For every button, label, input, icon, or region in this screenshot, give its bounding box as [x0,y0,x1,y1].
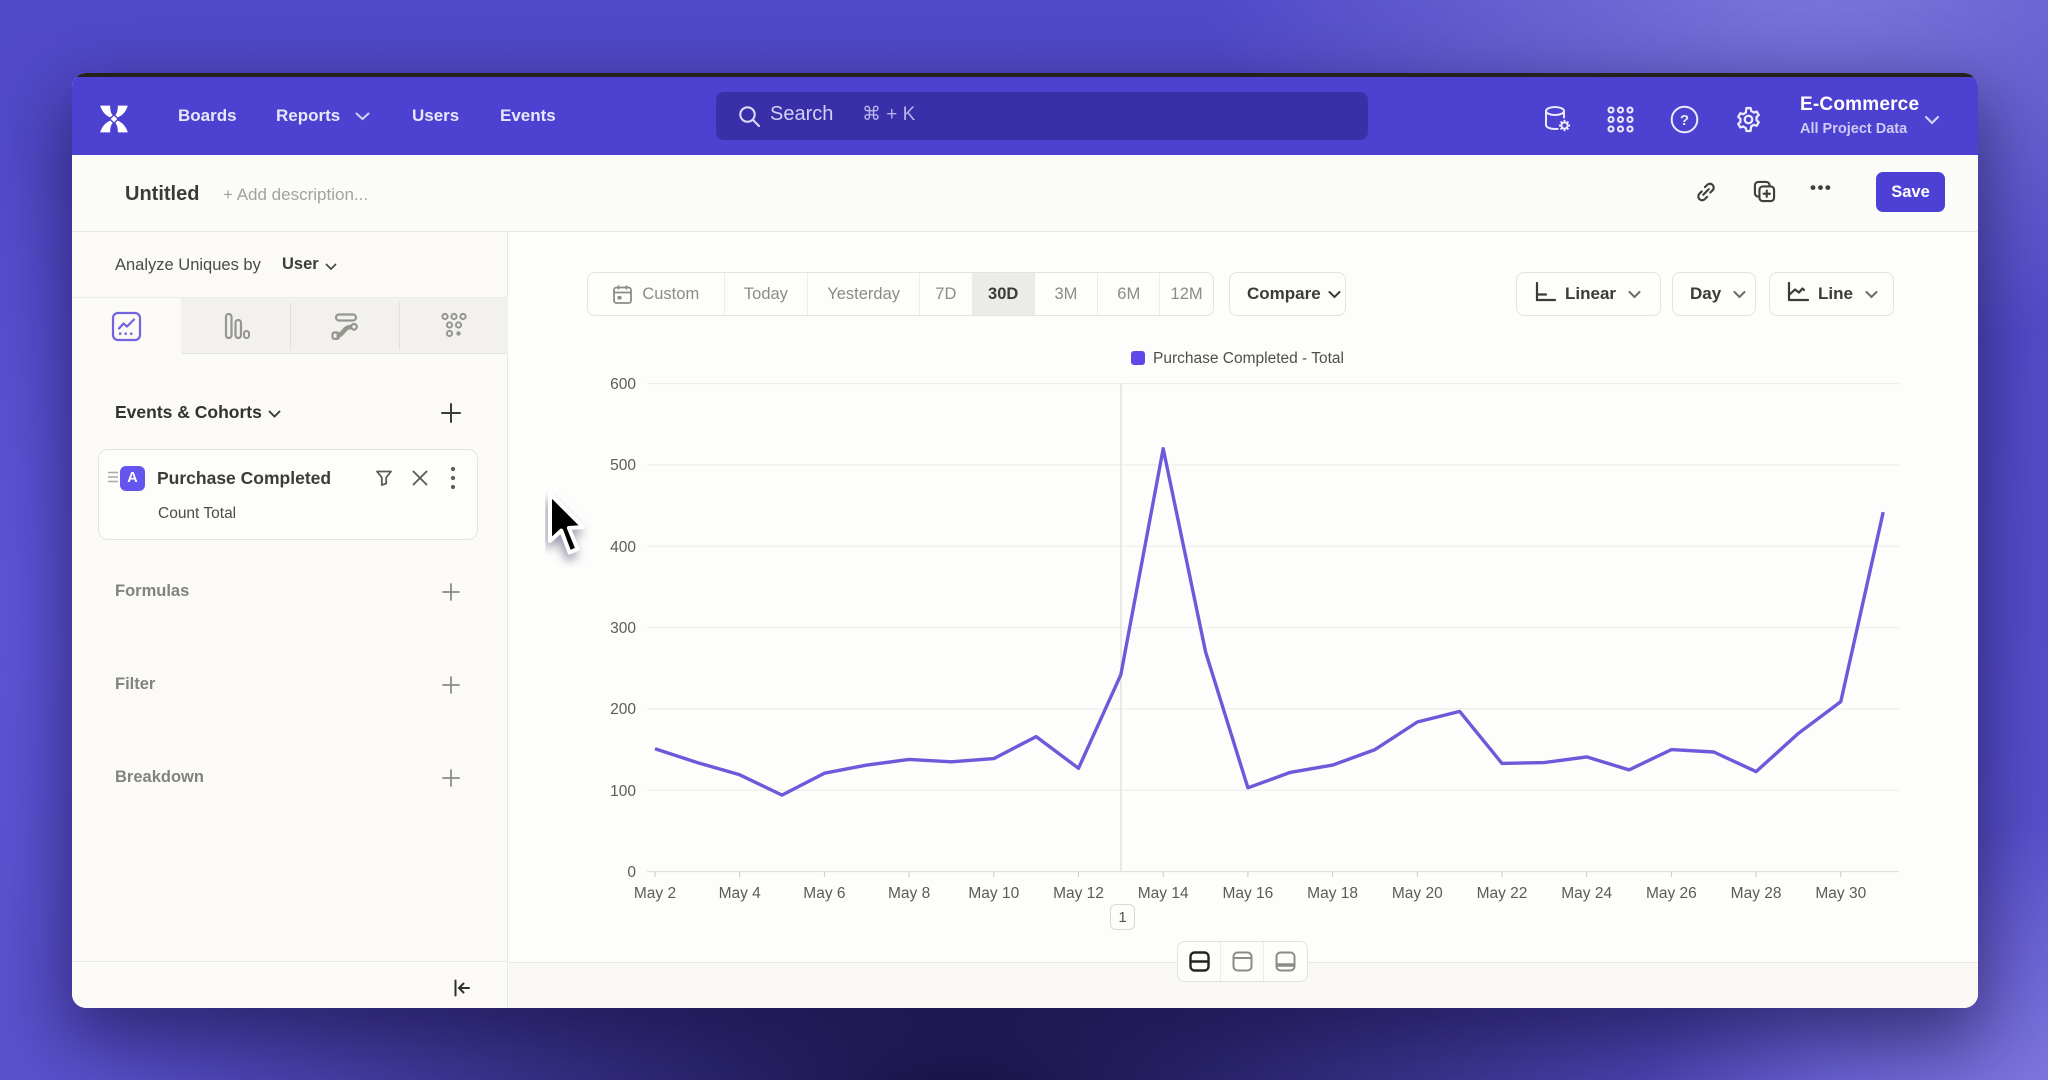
svg-text:May 4: May 4 [719,885,762,902]
svg-text:May 10: May 10 [968,885,1019,902]
svg-text:May 2: May 2 [634,885,676,902]
svg-text:May 28: May 28 [1731,885,1782,902]
svg-text:200: 200 [610,701,636,718]
svg-text:May 26: May 26 [1646,885,1697,902]
svg-text:May 20: May 20 [1392,885,1443,902]
svg-text:0: 0 [627,864,636,881]
svg-text:600: 600 [610,376,636,393]
svg-text:May 30: May 30 [1815,885,1866,902]
svg-text:300: 300 [610,620,636,637]
svg-text:May 16: May 16 [1222,885,1273,902]
svg-text:May 18: May 18 [1307,885,1358,902]
svg-text:500: 500 [610,457,636,474]
svg-text:May 22: May 22 [1477,885,1528,902]
svg-text:?: ? [1680,112,1689,129]
svg-text:May 24: May 24 [1561,885,1612,902]
svg-text:May 12: May 12 [1053,885,1104,902]
svg-text:100: 100 [610,783,636,800]
svg-text:May 6: May 6 [803,885,845,902]
svg-text:400: 400 [610,539,636,556]
svg-text:May 14: May 14 [1138,885,1189,902]
svg-text:May 8: May 8 [888,885,930,902]
